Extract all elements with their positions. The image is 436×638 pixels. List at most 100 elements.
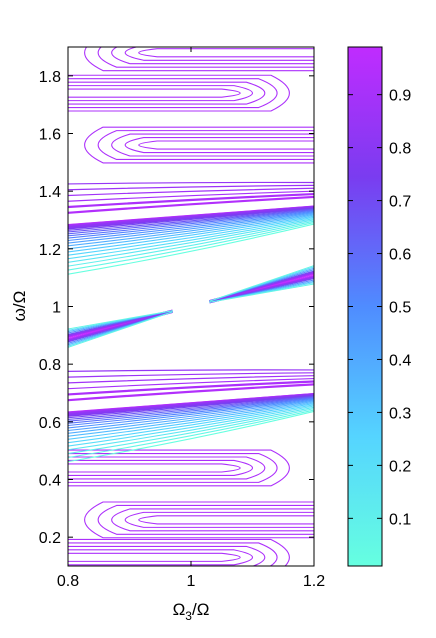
band-contour	[68, 400, 314, 434]
band-contour	[68, 190, 314, 202]
band-contour	[68, 207, 314, 230]
lobe-2	[84, 126, 314, 164]
lobe-contour	[84, 47, 314, 72]
lobe-contour	[138, 140, 314, 150]
lobe-contour	[68, 542, 278, 566]
lobe-contour	[138, 515, 314, 525]
diagonal-feature	[68, 265, 314, 348]
lobe-contour	[84, 126, 314, 164]
band-contour	[68, 380, 314, 396]
colorbar-tick-label: 0.8	[389, 141, 411, 158]
lobe-5	[68, 538, 290, 566]
lobe-1	[68, 74, 290, 112]
band-contour	[68, 195, 314, 214]
band-contour	[68, 219, 314, 263]
band-contour	[68, 403, 314, 440]
lobe-contour	[68, 453, 278, 483]
lobe-contour	[111, 47, 314, 65]
band-contour	[68, 214, 314, 250]
y-tick-label: 0.6	[39, 415, 61, 432]
band-contour	[68, 209, 314, 237]
lobe-contour	[68, 449, 290, 487]
band-contour	[68, 187, 314, 197]
contour-lines	[68, 47, 314, 566]
y-tick-label: 0.4	[39, 473, 61, 490]
band-contour	[68, 212, 314, 244]
diagonal-contour	[68, 310, 173, 330]
y-tick-label: 1	[52, 300, 61, 317]
band-contour	[68, 409, 314, 459]
band-contour	[68, 396, 314, 420]
lower-band	[68, 392, 314, 463]
band-contour	[68, 181, 314, 185]
lobe-3	[68, 449, 290, 487]
lower-band-outer	[68, 369, 314, 402]
band-contour	[68, 404, 314, 444]
lobe-contour	[68, 81, 266, 105]
x-axis: 0.8 1 1.2	[57, 47, 325, 590]
band-contour	[68, 216, 314, 256]
y-tick-label: 0.8	[39, 357, 61, 374]
lobe-contour	[97, 47, 314, 68]
band-contour	[68, 377, 314, 390]
colorbar-tick-label: 0.4	[389, 352, 411, 369]
colorbar-tick-label: 0.6	[389, 247, 411, 264]
diagonal-contour	[68, 311, 173, 348]
band-contour	[68, 395, 314, 419]
diagonal-contour	[209, 283, 314, 303]
band-contour	[68, 383, 314, 402]
lobe-contour	[111, 508, 314, 532]
colorbar-tick-label: 0.2	[389, 458, 411, 475]
band-contour	[68, 213, 314, 247]
colorbar-tick-label: 0.5	[389, 300, 411, 317]
y-tick-label: 1.4	[39, 184, 61, 201]
band-contour	[68, 192, 314, 209]
x-tick-label: 0.8	[57, 573, 79, 590]
lobe-contour	[124, 136, 314, 154]
lobe-4	[84, 501, 314, 539]
lobe-contour	[97, 130, 314, 160]
band-contour	[68, 397, 314, 424]
band-contour	[68, 399, 314, 429]
colorbar-tick-label: 0.1	[389, 511, 411, 528]
x-tick-label: 1	[187, 573, 196, 590]
band-contour	[68, 218, 314, 260]
diagonal-contour	[209, 265, 314, 302]
band-contour	[68, 222, 314, 271]
y-axis: 0.2 0.4 0.6 0.8 1 1.2 1.4 1.6 1.8	[39, 69, 314, 547]
lobe-contour	[111, 133, 314, 157]
lobe-contour	[124, 511, 314, 528]
upper-band-outer	[68, 181, 314, 214]
band-contour	[68, 372, 314, 378]
band-contour	[68, 405, 314, 447]
plot-frame	[67, 46, 315, 567]
upper-band	[68, 205, 314, 275]
band-contour	[68, 375, 314, 384]
lobe-contour	[68, 549, 254, 566]
band-contour	[68, 223, 314, 275]
colorbar-tick-label: 0.3	[389, 405, 411, 422]
band-contour	[68, 184, 314, 191]
band-contour	[68, 394, 314, 417]
band-contour	[68, 406, 314, 451]
band-contour	[68, 398, 314, 427]
colorbar-tick-label: 0.7	[389, 194, 411, 211]
lobe-contour	[68, 85, 254, 102]
lobe-contour	[68, 88, 241, 98]
colorbar	[347, 46, 383, 567]
lobe-contour	[68, 463, 241, 473]
band-contour	[68, 399, 314, 432]
lobe-contour	[68, 78, 278, 109]
lobe-contour	[138, 48, 314, 58]
lobe-contour	[68, 545, 266, 566]
lobe-0	[84, 47, 314, 72]
colorbar-tick-label: 0.9	[389, 88, 411, 105]
lobe-contour	[97, 504, 314, 535]
y-tick-label: 1.8	[39, 69, 61, 86]
band-contour	[68, 208, 314, 231]
lobe-contour	[68, 459, 254, 477]
y-axis-label: ω/Ω	[10, 291, 29, 322]
band-contour	[68, 369, 314, 372]
band-contour	[68, 408, 314, 455]
lobe-contour	[68, 74, 290, 112]
